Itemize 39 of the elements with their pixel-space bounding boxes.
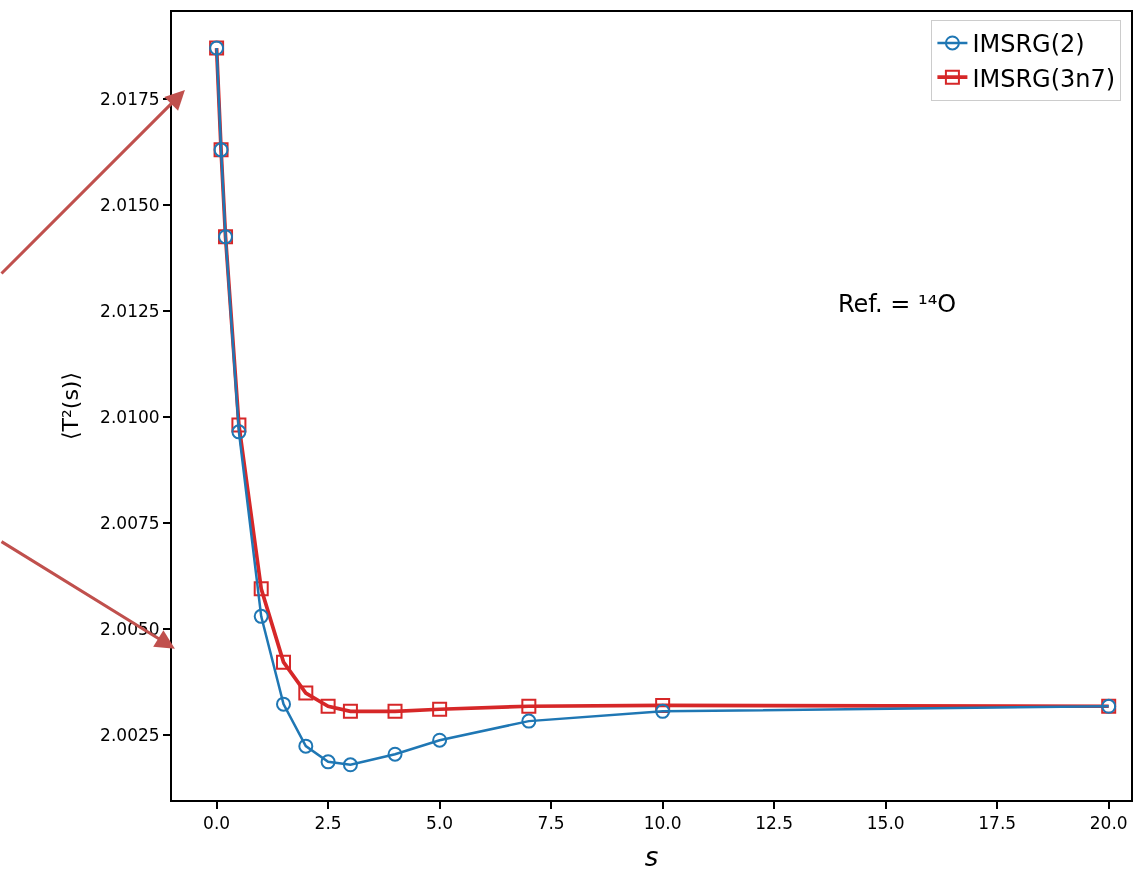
y-tick-label: 2.0175 xyxy=(100,88,160,109)
x-tick-label: 10.0 xyxy=(643,813,682,834)
point xyxy=(342,703,358,719)
x-tick-label: 17.5 xyxy=(978,813,1017,834)
point xyxy=(253,608,269,624)
point xyxy=(298,738,314,754)
x-tick-label: 12.5 xyxy=(755,813,794,834)
point xyxy=(387,703,403,719)
y-tick-label: 2.0150 xyxy=(100,194,160,215)
x-tick-label: 0.0 xyxy=(203,813,231,834)
y-tick-label: 2.0075 xyxy=(100,513,160,533)
y-axis-title: ⟨T²(s)⟩ xyxy=(58,371,84,441)
point xyxy=(655,703,671,719)
legend-label: IMSRG(3n7) xyxy=(972,64,1116,93)
x-tick-label: 20.0 xyxy=(1089,813,1128,834)
y-tick-label: 2.0100 xyxy=(100,406,160,427)
x-tick-label: 5.0 xyxy=(426,813,454,834)
point xyxy=(521,713,537,729)
point xyxy=(432,732,448,748)
x-tick-label: 15.0 xyxy=(866,813,905,834)
x-tick-label: 2.5 xyxy=(314,813,342,834)
point xyxy=(276,654,292,670)
point xyxy=(298,685,314,701)
point xyxy=(320,698,336,714)
point xyxy=(253,581,269,597)
point xyxy=(387,746,403,762)
point xyxy=(231,417,247,433)
y-tick-label: 2.0025 xyxy=(100,725,160,746)
point xyxy=(231,424,247,440)
point xyxy=(276,696,292,712)
x-tick-label: 7.5 xyxy=(537,813,565,834)
point xyxy=(521,698,537,714)
point xyxy=(432,701,448,717)
y-tick-label: 2.0125 xyxy=(100,300,160,321)
x-axis-title: s xyxy=(644,841,659,872)
legend-label: IMSRG(2) xyxy=(972,30,1085,59)
point xyxy=(342,757,358,773)
annotation: Ref. = ¹⁴O xyxy=(838,290,957,318)
point xyxy=(320,754,336,770)
